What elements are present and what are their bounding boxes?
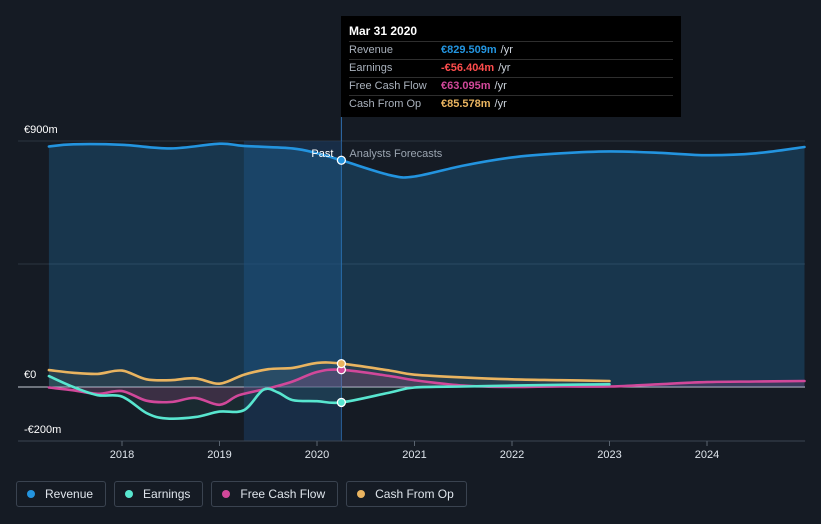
tooltip-label: Earnings [349,62,393,74]
tooltip-row-earnings: Earnings -€56.404m /yr [349,59,673,77]
tooltip-row-cash-from-op: Cash From Op €85.578m /yr [349,95,673,113]
legend: Revenue Earnings Free Cash Flow Cash Fro… [16,481,475,507]
tooltip-label: Free Cash Flow [349,80,427,92]
y-tick-label: -€200m [24,424,61,436]
x-tick-label: 2022 [500,449,524,461]
area-free-cash-flow [48,369,805,405]
tooltip-label: Revenue [349,44,394,56]
legend-label: Cash From Op [375,487,454,501]
marker-cash-from-op [336,358,347,369]
tooltip-value: -€56.404m [441,62,495,74]
marker-revenue [336,155,347,165]
tooltip-unit: /yr [500,44,513,56]
x-tick-label: 2018 [110,449,134,461]
legend-dot-icon [27,490,35,498]
x-tick-label: 2023 [597,449,621,461]
forecast-label: Analysts Forecasts [349,148,442,160]
tooltip-date: Mar 31 2020 [349,24,418,38]
tooltip-value: €63.095m [441,80,491,92]
marker-earnings [336,397,347,408]
line-cash-from-op [47,361,611,386]
tooltip-row-free-cash-flow: Free Cash Flow €63.095m /yr [349,77,673,95]
x-tick-label: 2021 [402,449,426,461]
legend-item-revenue[interactable]: Revenue [16,481,107,507]
area-revenue [48,143,805,387]
tooltip-value: €829.509m [441,44,497,56]
x-tick-label: 2020 [305,449,329,461]
series-lines [47,142,806,420]
tooltip-value: €85.578m [441,98,491,110]
legend-item-earnings[interactable]: Earnings [114,481,204,507]
line-free-cash-flow [47,368,806,407]
legend-item-free-cash-flow[interactable]: Free Cash Flow [211,481,339,507]
x-tick-label: 2019 [207,449,231,461]
legend-item-cash-from-op[interactable]: Cash From Op [346,481,467,507]
line-earnings [47,374,611,420]
series-areas [48,141,805,441]
past-label: Past [311,148,333,160]
tooltip-unit: /yr [494,80,507,92]
tooltip-unit: /yr [494,98,507,110]
line-revenue [47,142,806,179]
tooltip-label: Cash From Op [349,98,422,110]
y-tick-label: €900m [24,124,58,136]
tooltip: Mar 31 2020 Revenue €829.509m /yr Earnin… [341,16,681,117]
legend-dot-icon [125,490,134,498]
y-tick-label: €0 [24,369,36,381]
tooltip-row-revenue: Revenue €829.509m /yr [349,41,673,59]
legend-label: Earnings [143,487,191,501]
axes: €900m €0 -€200m 2018 2019 2020 2021 2022 2023 202… [18,124,805,461]
legend-dot-icon [222,490,231,498]
x-tick-label: 2024 [695,449,719,461]
legend-label: Revenue [45,487,94,501]
legend-dot-icon [357,490,366,498]
area-cash-from-op [48,362,610,387]
tooltip-unit: /yr [498,62,511,74]
hover-markers [336,155,347,408]
legend-label: Free Cash Flow [240,487,326,501]
